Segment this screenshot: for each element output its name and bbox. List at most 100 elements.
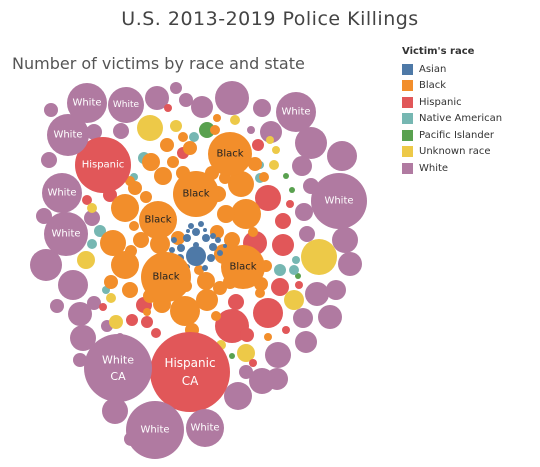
hispanic-bubble[interactable] <box>282 326 290 334</box>
black-bubble[interactable] <box>248 227 258 237</box>
unknown-race-bubble[interactable] <box>269 160 279 170</box>
black-bubble[interactable] <box>210 125 220 135</box>
black-bubble[interactable] <box>228 171 254 197</box>
black-bubble[interactable] <box>231 199 261 229</box>
legend-item[interactable]: Asian <box>402 61 502 78</box>
unknown-race-bubble[interactable] <box>137 115 163 141</box>
black-bubble[interactable] <box>170 296 200 326</box>
unknown-race-bubble[interactable] <box>266 136 274 144</box>
white-bubble[interactable] <box>311 173 367 229</box>
unknown-race-bubble[interactable] <box>230 115 240 125</box>
native-american-bubble[interactable] <box>87 239 97 249</box>
black-bubble[interactable] <box>154 167 172 185</box>
black-bubble[interactable] <box>133 232 149 248</box>
unknown-race-bubble[interactable] <box>87 203 97 213</box>
black-bubble[interactable] <box>173 171 219 217</box>
black-bubble[interactable] <box>221 245 265 289</box>
black-bubble[interactable] <box>129 221 139 231</box>
white-bubble[interactable] <box>327 141 357 171</box>
white-bubble[interactable] <box>318 305 342 329</box>
white-bubble[interactable] <box>295 203 313 221</box>
white-bubble[interactable] <box>58 270 88 300</box>
black-bubble[interactable] <box>150 234 170 254</box>
white-bubble[interactable] <box>30 249 62 281</box>
hispanic-bubble[interactable] <box>126 314 138 326</box>
hispanic-bubble[interactable] <box>255 185 281 211</box>
black-bubble[interactable] <box>122 282 138 298</box>
white-bubble[interactable] <box>191 96 213 118</box>
white-bubble[interactable] <box>276 92 316 132</box>
hispanic-bubble[interactable] <box>82 195 92 205</box>
asian-bubble[interactable] <box>223 244 227 248</box>
unknown-race-bubble[interactable] <box>284 290 304 310</box>
black-bubble[interactable] <box>100 230 126 256</box>
asian-bubble[interactable] <box>217 250 223 256</box>
unknown-race-bubble[interactable] <box>170 120 182 132</box>
white-bubble[interactable] <box>113 123 129 139</box>
black-bubble[interactable] <box>140 191 152 203</box>
white-bubble[interactable] <box>68 302 92 326</box>
asian-bubble[interactable] <box>193 242 199 248</box>
hispanic-bubble[interactable] <box>75 137 131 193</box>
asian-bubble[interactable] <box>207 254 215 262</box>
asian-bubble[interactable] <box>215 237 221 243</box>
black-bubble[interactable] <box>213 114 221 122</box>
native-american-bubble[interactable] <box>289 265 299 275</box>
black-bubble[interactable] <box>259 172 269 182</box>
white-bubble[interactable] <box>249 368 275 394</box>
white-bubble[interactable] <box>179 93 193 107</box>
white-bubble[interactable] <box>84 334 152 402</box>
legend-item[interactable]: Native American <box>402 111 502 128</box>
asian-bubble[interactable] <box>171 237 177 243</box>
white-bubble[interactable] <box>44 212 88 256</box>
black-bubble[interactable] <box>211 311 221 321</box>
white-bubble[interactable] <box>260 121 282 143</box>
white-bubble[interactable] <box>305 282 329 306</box>
asian-bubble[interactable] <box>177 244 185 252</box>
hispanic-bubble[interactable] <box>271 278 289 296</box>
white-bubble[interactable] <box>50 299 64 313</box>
black-bubble[interactable] <box>142 153 160 171</box>
unknown-race-bubble[interactable] <box>301 239 337 275</box>
white-bubble[interactable] <box>186 409 224 447</box>
hispanic-bubble[interactable] <box>253 298 283 328</box>
native-american-bubble[interactable] <box>274 264 286 276</box>
white-bubble[interactable] <box>170 82 182 94</box>
pacific-islander-bubble[interactable] <box>199 122 215 138</box>
hispanic-bubble[interactable] <box>228 294 244 310</box>
hispanic-bubble[interactable] <box>151 328 161 338</box>
hispanic-bubble[interactable] <box>295 281 303 289</box>
white-bubble[interactable] <box>224 382 252 410</box>
unknown-race-bubble[interactable] <box>77 251 95 269</box>
asian-bubble[interactable] <box>203 228 207 232</box>
unknown-race-bubble[interactable] <box>106 293 116 303</box>
legend-item[interactable]: White <box>402 160 502 177</box>
white-bubble[interactable] <box>295 331 317 353</box>
black-bubble[interactable] <box>183 141 197 155</box>
hispanic-bubble[interactable] <box>275 213 291 229</box>
white-bubble[interactable] <box>326 280 346 300</box>
pacific-islander-bubble[interactable] <box>229 353 235 359</box>
white-bubble[interactable] <box>295 127 327 159</box>
unknown-race-bubble[interactable] <box>272 146 280 154</box>
black-bubble[interactable] <box>264 333 272 341</box>
unknown-race-bubble[interactable] <box>237 344 255 362</box>
white-bubble[interactable] <box>215 81 249 115</box>
white-bubble[interactable] <box>108 87 144 123</box>
legend-item[interactable]: Black <box>402 78 502 95</box>
black-bubble[interactable] <box>160 138 174 152</box>
asian-bubble[interactable] <box>186 229 190 233</box>
asian-bubble[interactable] <box>183 234 191 242</box>
white-bubble[interactable] <box>67 83 107 123</box>
native-american-bubble[interactable] <box>94 225 106 237</box>
white-bubble[interactable] <box>87 296 101 310</box>
white-bubble[interactable] <box>239 365 253 379</box>
native-american-bubble[interactable] <box>189 132 199 142</box>
white-bubble[interactable] <box>299 226 315 242</box>
black-bubble[interactable] <box>224 232 240 248</box>
hispanic-bubble[interactable] <box>252 139 264 151</box>
legend-item[interactable]: Pacific Islander <box>402 127 502 144</box>
native-american-bubble[interactable] <box>292 256 300 264</box>
legend-item[interactable]: Unknown race <box>402 144 502 161</box>
white-bubble[interactable] <box>42 173 82 213</box>
